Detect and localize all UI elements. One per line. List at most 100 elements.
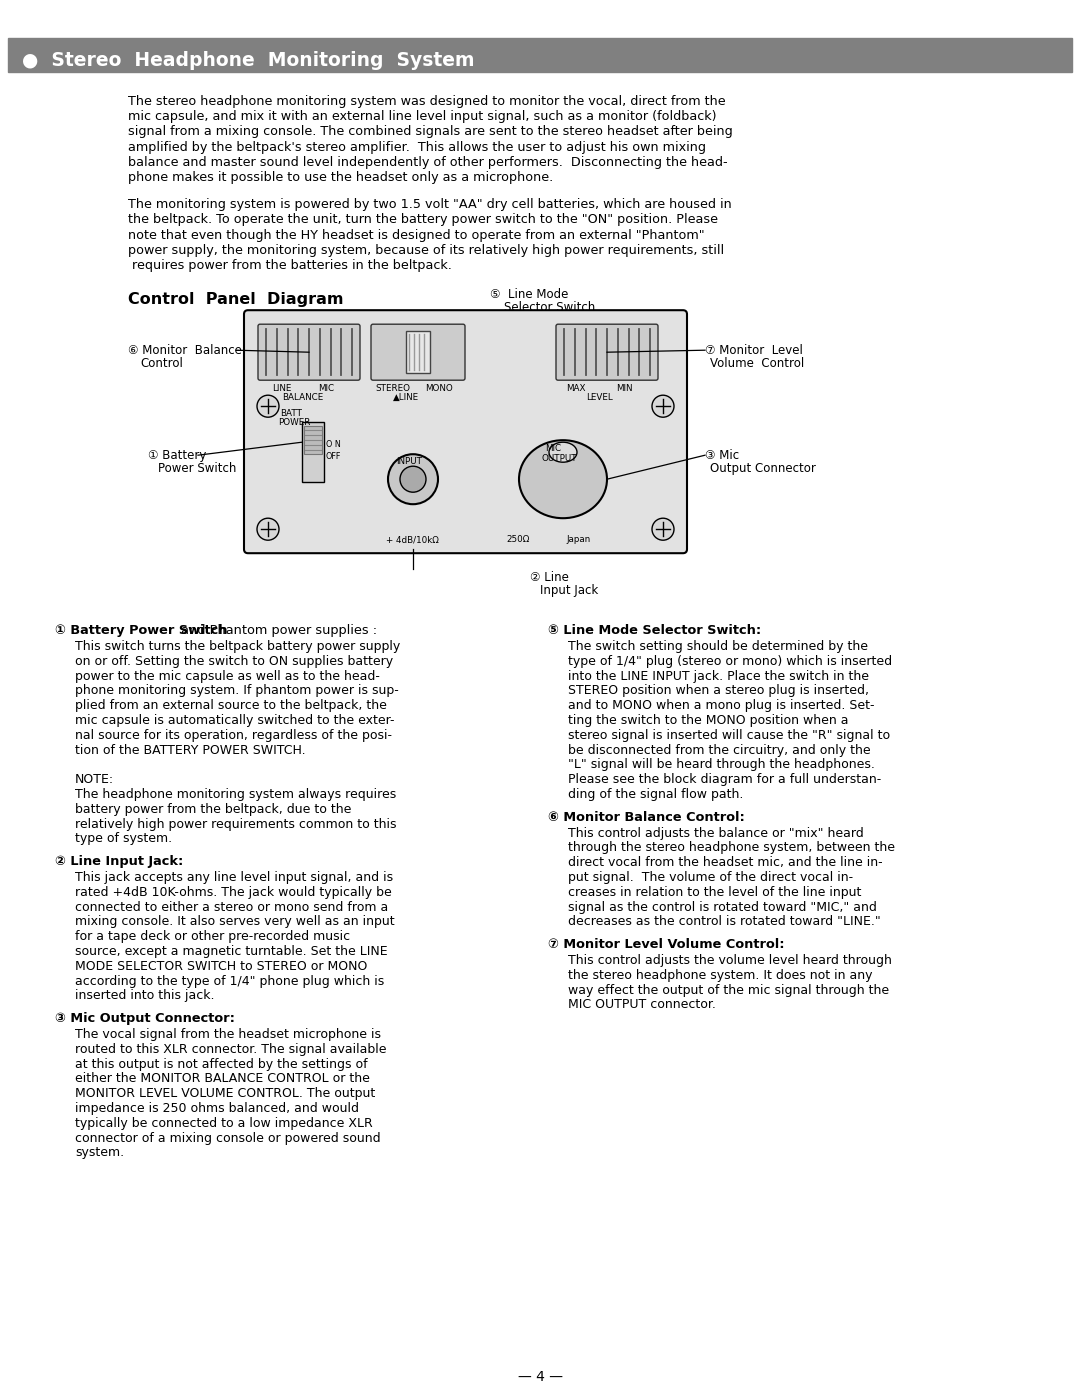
Text: MODE SELECTOR SWITCH to STEREO or MONO: MODE SELECTOR SWITCH to STEREO or MONO <box>75 960 367 972</box>
Text: ⑦ Monitor Level Volume Control:: ⑦ Monitor Level Volume Control: <box>548 939 784 951</box>
Ellipse shape <box>549 443 577 462</box>
Text: signal as the control is rotated toward "MIC," and: signal as the control is rotated toward … <box>568 901 877 914</box>
Text: into the LINE INPUT jack. Place the switch in the: into the LINE INPUT jack. Place the swit… <box>568 669 869 683</box>
Text: This switch turns the beltpack battery power supply: This switch turns the beltpack battery p… <box>75 640 401 652</box>
Bar <box>8 38 1072 73</box>
Text: ⑤  Line Mode: ⑤ Line Mode <box>490 288 568 302</box>
Text: phone makes it possible to use the headset only as a microphone.: phone makes it possible to use the heads… <box>129 170 553 184</box>
Text: ① Battery Power Switch: ① Battery Power Switch <box>55 624 228 637</box>
Text: The stereo headphone monitoring system was designed to monitor the vocal, direct: The stereo headphone monitoring system w… <box>129 95 726 108</box>
Text: through the stereo headphone system, between the: through the stereo headphone system, bet… <box>568 841 895 855</box>
Text: ③ Mic: ③ Mic <box>705 450 739 462</box>
Text: system.: system. <box>75 1147 124 1160</box>
Text: MIC OUTPUT connector.: MIC OUTPUT connector. <box>568 999 716 1011</box>
Text: + 4dB/10kΩ: + 4dB/10kΩ <box>386 535 438 545</box>
Text: Japan: Japan <box>566 535 591 545</box>
Text: plied from an external source to the beltpack, the: plied from an external source to the bel… <box>75 700 387 712</box>
Text: Input Jack: Input Jack <box>540 584 598 597</box>
Text: ▲LINE: ▲LINE <box>393 393 419 402</box>
Text: according to the type of 1/4" phone plug which is: according to the type of 1/4" phone plug… <box>75 975 384 988</box>
Text: MIN: MIN <box>616 384 633 393</box>
Text: at this output is not affected by the settings of: at this output is not affected by the se… <box>75 1058 367 1070</box>
Text: MAX: MAX <box>566 384 585 393</box>
Text: type of 1/4" plug (stereo or mono) which is inserted: type of 1/4" plug (stereo or mono) which… <box>568 655 892 668</box>
Text: ③ Mic Output Connector:: ③ Mic Output Connector: <box>55 1013 234 1025</box>
Text: nal source for its operation, regardless of the posi-: nal source for its operation, regardless… <box>75 729 392 742</box>
Text: ② Line Input Jack:: ② Line Input Jack: <box>55 855 184 868</box>
Text: ding of the signal flow path.: ding of the signal flow path. <box>568 788 743 800</box>
Circle shape <box>257 518 279 541</box>
Text: MONO: MONO <box>426 384 453 393</box>
Text: creases in relation to the level of the line input: creases in relation to the level of the … <box>568 886 862 898</box>
Text: This control adjusts the balance or "mix" heard: This control adjusts the balance or "mix… <box>568 827 864 840</box>
Text: balance and master sound level independently of other performers.  Disconnecting: balance and master sound level independe… <box>129 156 728 169</box>
Text: power supply, the monitoring system, because of its relatively high power requir: power supply, the monitoring system, bec… <box>129 244 724 257</box>
Text: Selector Switch: Selector Switch <box>504 302 595 314</box>
Text: The vocal signal from the headset microphone is: The vocal signal from the headset microp… <box>75 1028 381 1041</box>
Bar <box>406 331 430 373</box>
Text: mic capsule, and mix it with an external line level input signal, such as a moni: mic capsule, and mix it with an external… <box>129 110 716 123</box>
Text: STEREO: STEREO <box>375 384 410 393</box>
Text: amplified by the beltpack's stereo amplifier.  This allows the user to adjust hi: amplified by the beltpack's stereo ampli… <box>129 141 706 154</box>
Text: BATT: BATT <box>280 409 302 418</box>
Text: MIC: MIC <box>545 444 562 453</box>
Text: typically be connected to a low impedance XLR: typically be connected to a low impedanc… <box>75 1116 373 1130</box>
Text: connected to either a stereo or mono send from a: connected to either a stereo or mono sen… <box>75 901 388 914</box>
Text: The headphone monitoring system always requires: The headphone monitoring system always r… <box>75 788 396 800</box>
Text: ⑤ Line Mode Selector Switch:: ⑤ Line Mode Selector Switch: <box>548 624 761 637</box>
Text: source, except a magnetic turntable. Set the LINE: source, except a magnetic turntable. Set… <box>75 944 388 958</box>
Text: relatively high power requirements common to this: relatively high power requirements commo… <box>75 817 396 831</box>
Text: decreases as the control is rotated toward "LINE.": decreases as the control is rotated towa… <box>568 915 881 929</box>
Text: STEREO position when a stereo plug is inserted,: STEREO position when a stereo plug is in… <box>568 685 869 697</box>
Text: type of system.: type of system. <box>75 833 172 845</box>
Circle shape <box>652 395 674 418</box>
Text: O N: O N <box>326 440 341 450</box>
Text: mixing console. It also serves very well as an input: mixing console. It also serves very well… <box>75 915 394 929</box>
Circle shape <box>388 454 438 504</box>
Text: ⑥ Monitor Balance Control:: ⑥ Monitor Balance Control: <box>548 810 745 824</box>
FancyBboxPatch shape <box>372 324 465 380</box>
Text: BALANCE: BALANCE <box>282 393 323 402</box>
Text: Power Switch: Power Switch <box>158 462 237 475</box>
Text: direct vocal from the headset mic, and the line in-: direct vocal from the headset mic, and t… <box>568 856 882 869</box>
Text: LEVEL: LEVEL <box>586 393 612 402</box>
Text: stereo signal is inserted will cause the "R" signal to: stereo signal is inserted will cause the… <box>568 729 890 742</box>
Circle shape <box>400 467 426 492</box>
Text: ⑥ Monitor  Balance: ⑥ Monitor Balance <box>129 344 242 358</box>
Text: signal from a mixing console. The combined signals are sent to the stereo headse: signal from a mixing console. The combin… <box>129 126 732 138</box>
Text: and Phantom power supplies :: and Phantom power supplies : <box>177 624 377 637</box>
Text: for a tape deck or other pre-recorded music: for a tape deck or other pre-recorded mu… <box>75 930 350 943</box>
Text: This jack accepts any line level input signal, and is: This jack accepts any line level input s… <box>75 870 393 884</box>
Text: NOTE:: NOTE: <box>75 773 114 787</box>
Text: the beltpack. To operate the unit, turn the battery power switch to the "ON" pos: the beltpack. To operate the unit, turn … <box>129 214 718 226</box>
Text: and to MONO when a mono plug is inserted. Set-: and to MONO when a mono plug is inserted… <box>568 700 875 712</box>
Text: Please see the block diagram for a full understan-: Please see the block diagram for a full … <box>568 773 881 787</box>
Ellipse shape <box>519 440 607 518</box>
Text: ① Battery: ① Battery <box>148 450 206 462</box>
Text: either the MONITOR BALANCE CONTROL or the: either the MONITOR BALANCE CONTROL or th… <box>75 1073 369 1085</box>
Text: Volume  Control: Volume Control <box>710 358 805 370</box>
Text: way effect the output of the mic signal through the: way effect the output of the mic signal … <box>568 983 889 996</box>
Text: Control: Control <box>140 358 183 370</box>
Text: power to the mic capsule as well as to the head-: power to the mic capsule as well as to t… <box>75 669 380 683</box>
Text: ⑦ Monitor  Level: ⑦ Monitor Level <box>705 344 802 358</box>
Text: Output Connector: Output Connector <box>710 462 815 475</box>
Text: LINE: LINE <box>272 384 292 393</box>
Text: phone monitoring system. If phantom power is sup-: phone monitoring system. If phantom powe… <box>75 685 399 697</box>
Text: rated +4dB 10K-ohms. The jack would typically be: rated +4dB 10K-ohms. The jack would typi… <box>75 886 392 898</box>
Text: ② Line: ② Line <box>530 571 569 584</box>
Text: This control adjusts the volume level heard through: This control adjusts the volume level he… <box>568 954 892 967</box>
Text: requires power from the batteries in the beltpack.: requires power from the batteries in the… <box>129 258 451 272</box>
FancyBboxPatch shape <box>258 324 360 380</box>
Text: OUTPUT: OUTPUT <box>541 454 577 464</box>
Text: connector of a mixing console or powered sound: connector of a mixing console or powered… <box>75 1132 380 1144</box>
Text: ting the switch to the MONO position when a: ting the switch to the MONO position whe… <box>568 714 849 726</box>
Text: ●  Stereo  Headphone  Monitoring  System: ● Stereo Headphone Monitoring System <box>22 50 474 70</box>
Text: battery power from the beltpack, due to the: battery power from the beltpack, due to … <box>75 803 351 816</box>
Bar <box>302 422 324 482</box>
Text: mic capsule is automatically switched to the exter-: mic capsule is automatically switched to… <box>75 714 394 726</box>
Text: "L" signal will be heard through the headphones.: "L" signal will be heard through the hea… <box>568 759 875 771</box>
Circle shape <box>652 518 674 541</box>
Text: the stereo headphone system. It does not in any: the stereo headphone system. It does not… <box>568 968 873 982</box>
Text: — 4 —: — 4 — <box>517 1370 563 1384</box>
